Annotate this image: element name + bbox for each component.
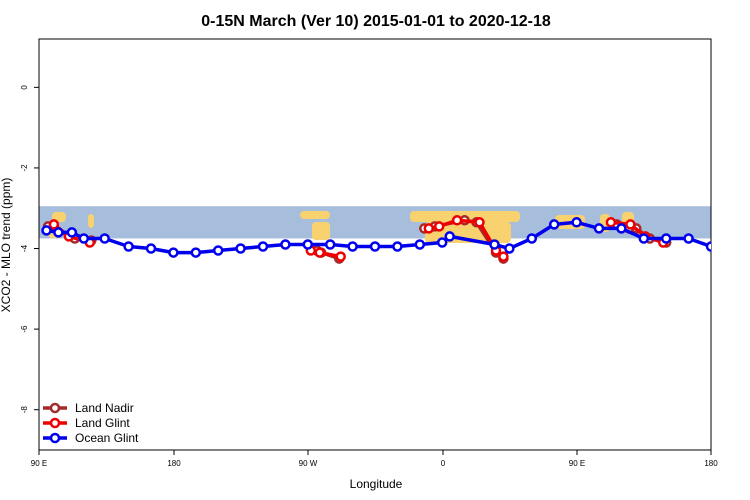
- legend-item: Land Nadir: [43, 401, 134, 415]
- data-point: [436, 237, 448, 248]
- data-point: [571, 217, 582, 228]
- series-ocean-glint: [41, 217, 737, 258]
- x-tick-label: 90 E: [31, 459, 47, 468]
- data-point: [257, 241, 269, 252]
- land-mass: [88, 214, 94, 228]
- x-tick-label: 0: [441, 459, 446, 468]
- data-point: [123, 241, 134, 252]
- data-point: [593, 223, 605, 234]
- data-point: [504, 243, 515, 254]
- data-point: [302, 239, 314, 250]
- land-mass: [300, 211, 330, 219]
- y-tick-label: -6: [20, 325, 29, 333]
- data-point: [280, 239, 291, 250]
- data-point: [369, 241, 381, 252]
- y-tick-label: 0: [20, 85, 29, 90]
- x-tick-label: 180: [167, 459, 181, 468]
- x-axis: 90 E 180 90 W 0 90 E 180: [31, 450, 718, 468]
- legend-marker: [49, 402, 61, 414]
- data-point: [145, 243, 157, 254]
- data-point: [616, 223, 627, 234]
- legend-marker: [49, 432, 61, 444]
- data-point: [660, 233, 672, 244]
- data-point: [190, 247, 202, 258]
- data-point: [235, 243, 246, 254]
- data-point: [705, 241, 711, 252]
- x-tick-label: 90 W: [299, 459, 318, 468]
- x-axis-label: Longitude: [350, 477, 403, 491]
- data-point: [347, 241, 358, 252]
- y-axis-label: XCO2 - MLO trend (ppm): [0, 178, 13, 313]
- land-mass: [312, 222, 330, 240]
- data-point: [66, 227, 78, 238]
- data-point: [605, 217, 617, 228]
- data-point: [433, 221, 445, 232]
- data-point: [423, 223, 435, 234]
- data-point: [324, 239, 336, 250]
- series-land-glint: [48, 215, 669, 262]
- map-band: [39, 206, 711, 243]
- legend-label: Land Glint: [75, 416, 130, 430]
- legend-label: Land Nadir: [75, 401, 134, 415]
- data-point: [78, 233, 90, 244]
- data-point: [526, 233, 538, 244]
- data-point: [99, 233, 110, 244]
- data-point: [335, 251, 346, 262]
- series-group: [41, 215, 737, 264]
- y-tick-label: -4: [20, 244, 29, 252]
- data-point: [638, 233, 650, 244]
- data-point: [414, 239, 426, 250]
- x-tick-label: 90 E: [569, 459, 585, 468]
- legend-item: Land Glint: [43, 416, 130, 430]
- data-point: [392, 241, 403, 252]
- data-point: [168, 247, 179, 258]
- data-point: [444, 231, 455, 242]
- data-point: [498, 251, 509, 262]
- data-point: [451, 215, 463, 226]
- legend-label: Ocean Glint: [75, 431, 139, 445]
- legend-item: Ocean Glint: [43, 431, 139, 445]
- data-point: [474, 217, 485, 228]
- legend-marker: [49, 417, 61, 429]
- chart-title: 0-15N March (Ver 10) 2015-01-01 to 2020-…: [201, 13, 551, 30]
- data-point: [41, 225, 52, 236]
- y-tick-label: -8: [20, 406, 29, 414]
- data-point: [683, 233, 694, 244]
- data-point: [314, 247, 325, 258]
- x-tick-label: 180: [704, 459, 718, 468]
- y-tick-label: -2: [20, 164, 29, 172]
- data-point: [48, 219, 60, 230]
- data-point: [548, 219, 560, 230]
- data-point: [212, 245, 224, 256]
- data-point: [489, 239, 500, 250]
- data-point: [53, 227, 64, 238]
- data-point: [729, 245, 737, 253]
- data-point: [625, 219, 636, 230]
- y-axis: 0 -2 -4 -6 -8: [20, 85, 39, 414]
